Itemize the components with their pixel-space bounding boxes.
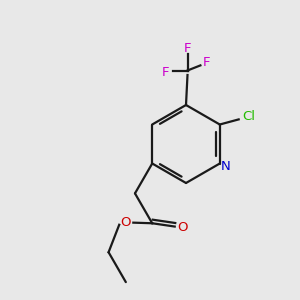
Text: F: F — [184, 42, 191, 56]
Text: O: O — [177, 221, 188, 234]
Text: F: F — [162, 65, 170, 79]
Text: O: O — [121, 216, 131, 229]
Text: F: F — [203, 56, 211, 70]
Text: N: N — [220, 160, 230, 173]
Text: Cl: Cl — [242, 110, 255, 124]
